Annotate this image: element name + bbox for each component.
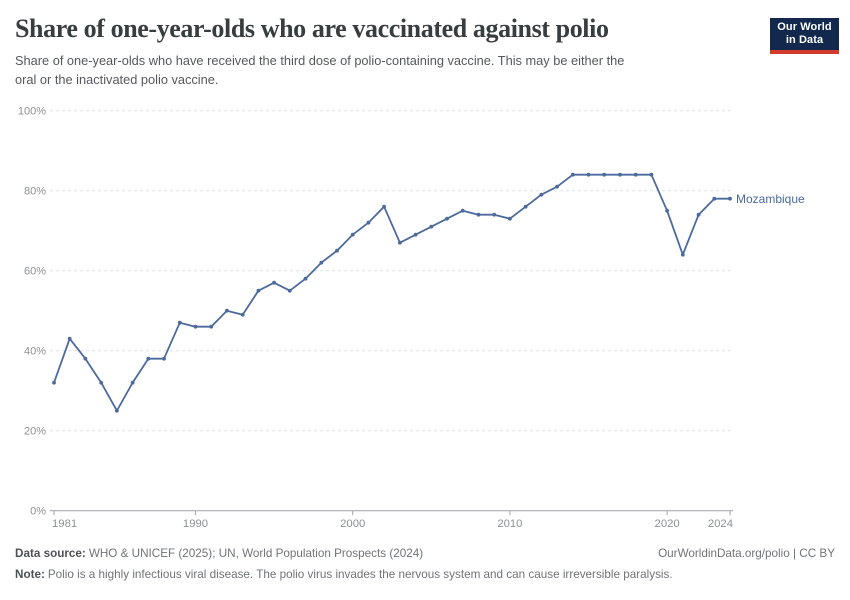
data-point-1988 — [162, 356, 166, 361]
data-point-1990 — [193, 324, 198, 329]
note-label: Note: — [15, 568, 45, 581]
data-point-2011 — [523, 204, 528, 209]
data-point-1982 — [67, 336, 72, 341]
data-point-1992 — [225, 308, 229, 313]
data-point-1994 — [256, 288, 261, 293]
data-point-1997 — [303, 276, 308, 281]
data-source-line: Data source: WHO & UNICEF (2025); UN, Wor… — [15, 546, 423, 561]
x-tick-label-1981: 1981 — [52, 518, 77, 530]
y-tick-label-60%: 60% — [24, 266, 46, 278]
y-tick-label-100%: 100% — [18, 106, 46, 118]
data-point-1989 — [177, 320, 182, 325]
data-point-1987 — [146, 356, 151, 361]
data-point-1999 — [335, 248, 339, 253]
data-point-2016 — [602, 172, 607, 177]
data-point-2012 — [539, 192, 544, 197]
data-point-2023 — [712, 196, 717, 201]
owid-logo-line1: Our World — [777, 21, 832, 33]
data-point-2017 — [618, 172, 622, 177]
data-point-2019 — [649, 172, 654, 177]
owid-logo-red-bar — [770, 49, 839, 54]
data-point-2010 — [508, 216, 512, 221]
chart-subtitle: Share of one-year-olds who have received… — [15, 52, 624, 89]
data-point-1981 — [52, 380, 56, 385]
data-point-2013 — [555, 184, 559, 189]
x-tick-label-2020: 2020 — [655, 518, 680, 530]
owid-logo[interactable]: Our World in Data — [770, 18, 839, 54]
y-tick-label-40%: 40% — [24, 346, 46, 358]
data-source-text: WHO & UNICEF (2025); UN, World Populatio… — [88, 547, 424, 560]
owid-logo-text: Our World in Data — [770, 18, 839, 50]
data-point-1991 — [209, 324, 214, 329]
data-point-2015 — [586, 172, 591, 177]
data-point-2018 — [633, 172, 638, 177]
note-text: Polio is a highly infectious viral disea… — [47, 568, 673, 581]
y-tick-label-0%: 0% — [30, 506, 46, 518]
data-point-1985 — [115, 408, 119, 413]
data-point-2000 — [350, 232, 355, 237]
data-point-2002 — [382, 204, 386, 209]
note-line: Note: Polio is a highly infectious viral … — [15, 567, 835, 582]
data-point-1986 — [130, 380, 135, 385]
x-tick-label-2010: 2010 — [497, 518, 522, 530]
data-source-label: Data source: — [15, 547, 86, 560]
line-series-mozambique — [53, 173, 731, 412]
series-end-label-mozambique[interactable]: Mozambique — [736, 192, 805, 206]
data-point-1993 — [240, 312, 245, 317]
y-tick-label-80%: 80% — [24, 186, 46, 198]
x-tick-label-2000: 2000 — [340, 518, 365, 530]
x-tick-label-2024: 2024 — [708, 518, 733, 530]
data-point-1984 — [99, 380, 104, 385]
data-point-2022 — [696, 212, 701, 217]
data-point-2007 — [460, 208, 465, 213]
data-point-1996 — [287, 288, 292, 293]
data-point-2005 — [429, 224, 434, 229]
data-point-2020 — [665, 208, 669, 213]
data-point-2009 — [492, 212, 497, 217]
data-point-1983 — [83, 356, 88, 361]
data-point-2003 — [398, 240, 402, 245]
line-chart: 0% 20% 40% 60% 80% 100% 1981 1990 2000 2010 2020 20… — [18, 106, 805, 531]
chart-title: Share of one-year-olds who are vaccinate… — [15, 14, 609, 43]
data-point-1998 — [319, 260, 324, 265]
chart-subtitle-line: oral or the inactivated polio vaccine. — [15, 71, 219, 87]
owid-logo-line2: in Data — [785, 33, 824, 46]
data-point-2021 — [680, 252, 685, 257]
chart-footer: Data source: WHO & UNICEF (2025); UN, Wor… — [15, 546, 835, 582]
data-point-2006 — [445, 216, 449, 221]
x-tick-label-1990: 1990 — [183, 518, 208, 530]
y-tick-label-20%: 20% — [24, 426, 46, 438]
data-point-2004 — [413, 232, 418, 237]
data-point-2024 — [728, 196, 732, 201]
data-point-2001 — [366, 220, 371, 225]
data-point-2008 — [476, 212, 481, 217]
data-point-2014 — [570, 172, 575, 177]
data-point-1995 — [272, 280, 276, 285]
chart-subtitle-line: Share of one-year-olds who have received… — [15, 53, 625, 68]
rights-link[interactable]: OurWorldinData.org/polio | CC BY — [658, 547, 835, 560]
